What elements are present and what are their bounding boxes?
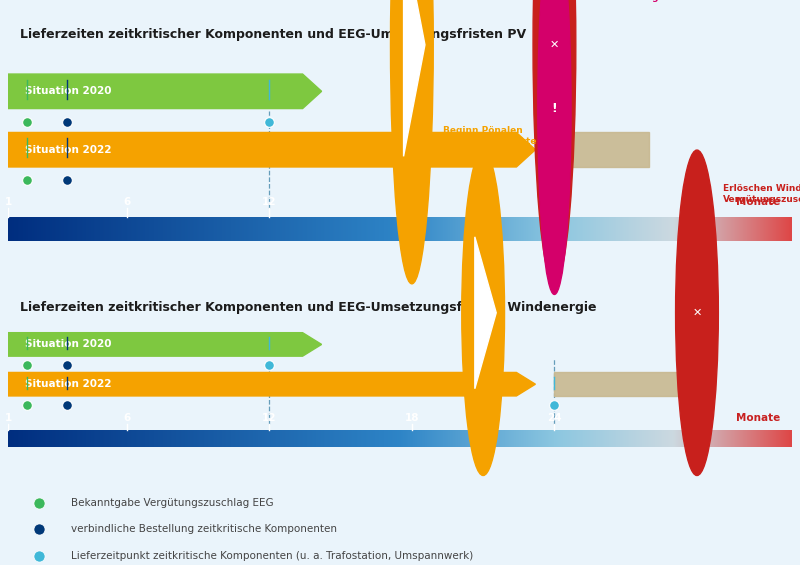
Text: Lieferzeiten zeitkritischer Komponenten und EEG-Umsetzungsfristen Windenergie: Lieferzeiten zeitkritischer Komponenten … [20, 301, 596, 314]
Text: 12: 12 [262, 197, 277, 207]
Text: Lieferzeit größer als
EEG-Umsetzungsfrist: Lieferzeit größer als EEG-Umsetzungsfris… [578, 0, 686, 2]
Text: 30: 30 [690, 413, 704, 423]
Text: 24: 24 [547, 197, 562, 207]
Text: Situation 2020: Situation 2020 [25, 86, 111, 96]
Polygon shape [475, 237, 496, 389]
FancyArrow shape [8, 132, 535, 167]
Text: Bekanntgabe Vergütungszuschlag EEG: Bekanntgabe Vergütungszuschlag EEG [70, 498, 274, 508]
Text: !: ! [551, 102, 558, 115]
Text: 24: 24 [547, 413, 562, 423]
Bar [554, 132, 650, 167]
Text: 6: 6 [123, 197, 130, 207]
Text: Lieferzeiten zeitkritischer Komponenten und EEG-Umsetzungsfristen PV: Lieferzeiten zeitkritischer Komponenten … [20, 28, 526, 41]
Circle shape [462, 150, 505, 476]
Text: Monate: Monate [736, 197, 780, 207]
Polygon shape [403, 0, 425, 157]
Circle shape [675, 150, 718, 476]
Circle shape [533, 0, 576, 284]
Text: ✕: ✕ [692, 308, 702, 318]
Text: 6: 6 [123, 413, 130, 423]
Text: Monate: Monate [736, 413, 780, 423]
Text: 12: 12 [262, 413, 277, 423]
Text: 18: 18 [405, 197, 419, 207]
FancyArrow shape [8, 333, 322, 356]
Text: Situation 2022: Situation 2022 [25, 145, 111, 155]
FancyArrow shape [8, 372, 535, 396]
Text: 1: 1 [4, 413, 12, 423]
Text: verbindliche Bestellung zeitkritische Komponenten: verbindliche Bestellung zeitkritische Ko… [70, 524, 337, 534]
Text: Lieferzeitpunkt zeitkritische Komponenten (u. a. Trafostation, Umspannwerk): Lieferzeitpunkt zeitkritische Komponente… [70, 550, 473, 560]
Text: 30: 30 [690, 197, 704, 207]
Text: 1: 1 [4, 197, 12, 207]
Text: ✕: ✕ [550, 40, 559, 50]
Text: 18: 18 [405, 413, 419, 423]
Text: Situation 2020: Situation 2020 [25, 340, 111, 349]
FancyArrow shape [8, 74, 322, 108]
Bar [554, 372, 697, 396]
Circle shape [538, 0, 571, 294]
Text: Erlöschen Windenergie-
Vergütungszuschlag: Erlöschen Windenergie- Vergütungszuschla… [723, 184, 800, 205]
Text: Situation 2022: Situation 2022 [25, 379, 111, 389]
Circle shape [390, 0, 434, 284]
Text: Beginn Pönalen
Windenergieprojekte: Beginn Pönalen Windenergieprojekte [430, 127, 537, 146]
